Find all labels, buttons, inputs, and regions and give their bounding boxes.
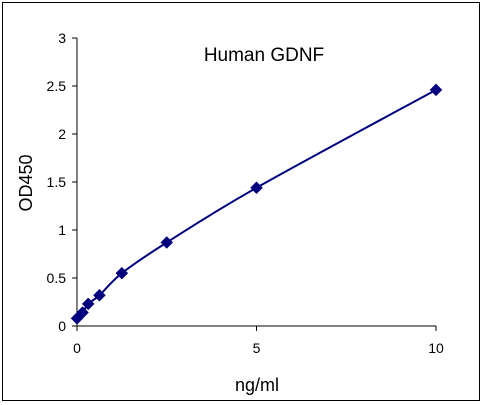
data-point bbox=[76, 306, 89, 319]
data-points bbox=[70, 83, 443, 325]
data-point bbox=[93, 288, 106, 302]
y-tick-label: 3 bbox=[58, 30, 66, 46]
y-tick-label: 2.5 bbox=[47, 78, 67, 94]
chart-title: Human GDNF bbox=[204, 45, 324, 66]
y-axis-title: OD450 bbox=[16, 154, 36, 211]
fit-curve bbox=[76, 88, 437, 320]
x-tick-label: 0 bbox=[73, 340, 81, 356]
data-point bbox=[160, 236, 174, 249]
y-tick-label: 1.5 bbox=[47, 174, 67, 190]
y-tick-label: 0 bbox=[58, 318, 66, 334]
data-point bbox=[81, 297, 95, 311]
fit-curve-group bbox=[76, 88, 437, 320]
chart-frame bbox=[2, 2, 480, 401]
data-point bbox=[115, 266, 129, 280]
x-tick-label: 10 bbox=[428, 340, 444, 356]
data-point bbox=[429, 83, 443, 97]
x-axis-title: ng/ml bbox=[235, 375, 279, 395]
y-tick-label: 1 bbox=[58, 222, 66, 238]
data-point bbox=[250, 181, 263, 195]
y-tick-label: 2 bbox=[58, 126, 66, 142]
ticks: 0 0.5 1 1.5 2 2.5 3 0 5 10 bbox=[47, 30, 444, 356]
x-tick-label: 5 bbox=[253, 340, 261, 356]
y-tick-label: 0.5 bbox=[47, 270, 67, 286]
